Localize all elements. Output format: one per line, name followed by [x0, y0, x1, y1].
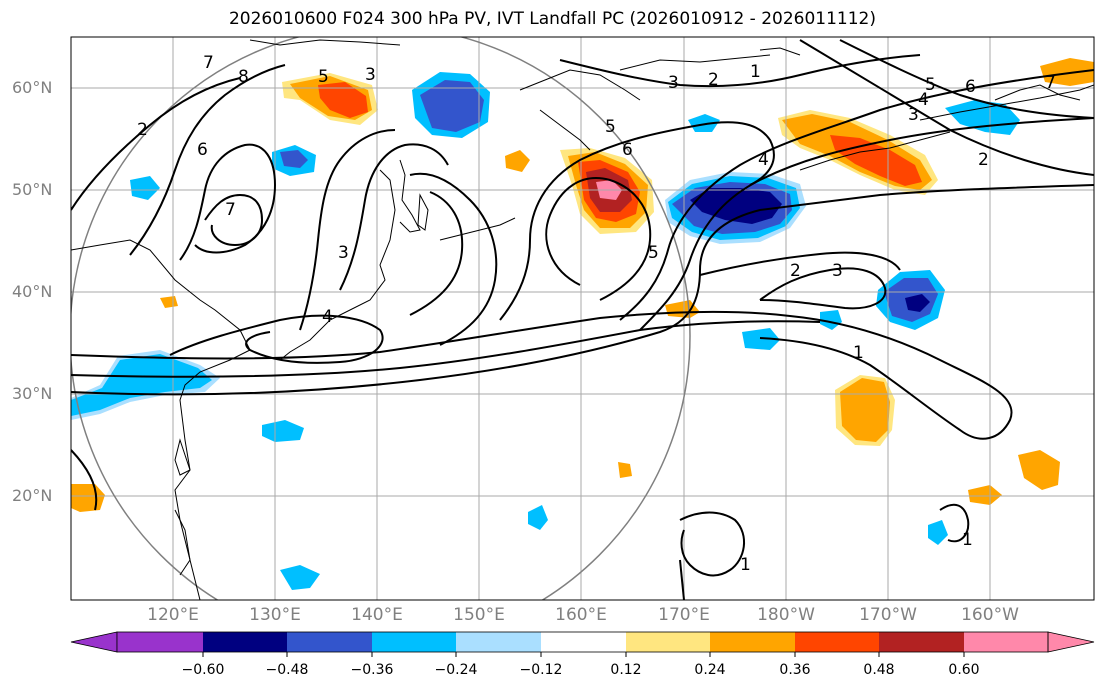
- colorbar-tick-label: −0.36: [350, 662, 394, 678]
- svg-text:4: 4: [322, 307, 333, 327]
- svg-text:4: 4: [918, 90, 929, 110]
- lon-label: 150°E: [453, 605, 505, 625]
- colorbar-extend-max: [1047, 631, 1095, 653]
- svg-text:1: 1: [962, 530, 973, 550]
- svg-text:2: 2: [790, 261, 801, 281]
- colorbar-segment: [964, 632, 1048, 652]
- colorbar-tick-label: 0.24: [694, 662, 726, 678]
- colorbar-segment: [456, 632, 541, 652]
- figure-title: 2026010600 F024 300 hPa PV, IVT Landfall…: [228, 9, 876, 29]
- svg-text:3: 3: [668, 73, 679, 93]
- colorbar-tick-label: 0.48: [863, 662, 895, 678]
- svg-text:5: 5: [318, 67, 329, 87]
- svg-text:3: 3: [338, 243, 349, 263]
- lon-label: 120°E: [147, 605, 199, 625]
- graticule: [71, 37, 1094, 600]
- svg-text:2: 2: [708, 70, 719, 90]
- svg-text:5: 5: [605, 117, 616, 137]
- svg-text:1: 1: [750, 62, 761, 82]
- svg-text:8: 8: [238, 67, 249, 87]
- svg-text:5: 5: [648, 243, 659, 263]
- colorbar-segment: [710, 632, 795, 652]
- svg-text:5: 5: [925, 75, 936, 95]
- landfall-circle: [71, 37, 691, 600]
- lat-label: 50°N: [12, 180, 53, 199]
- svg-text:3: 3: [908, 105, 919, 125]
- lon-label: 130°E: [249, 605, 301, 625]
- lat-label: 60°N: [12, 78, 53, 97]
- pv-contours: [71, 39, 1094, 600]
- svg-text:2: 2: [137, 120, 148, 140]
- colorbar: [70, 631, 1095, 657]
- map-frame: [70, 36, 1095, 601]
- colorbar-extend-min: [70, 631, 118, 653]
- colorbar-tick-label: 0.60: [948, 662, 980, 678]
- coastlines: [71, 39, 1094, 600]
- colorbar-tick-label: −0.24: [434, 662, 478, 678]
- colorbar-tick-label: −0.60: [181, 662, 225, 678]
- svg-text:6: 6: [197, 140, 208, 160]
- colorbar-segment: [203, 632, 287, 652]
- colorbar-segment: [795, 632, 879, 652]
- colorbar-tick-label: 0.12: [610, 662, 642, 678]
- svg-text:1: 1: [740, 555, 751, 575]
- svg-text:6: 6: [622, 140, 633, 160]
- lon-label: 180°W: [757, 605, 815, 625]
- svg-text:4: 4: [758, 150, 769, 170]
- lon-label: 160°E: [555, 605, 607, 625]
- lon-label: 170°E: [658, 605, 710, 625]
- lat-label: 20°N: [12, 486, 53, 505]
- colorbar-segment: [541, 632, 626, 652]
- svg-text:2: 2: [978, 150, 989, 170]
- lon-label: 170°W: [859, 605, 917, 625]
- colorbar-segment: [117, 632, 203, 652]
- colorbar-tick-label: −0.12: [519, 662, 563, 678]
- svg-text:7: 7: [203, 53, 214, 73]
- lat-label: 40°N: [12, 282, 53, 301]
- svg-text:7: 7: [1045, 73, 1056, 93]
- colorbar-tick-label: −0.48: [265, 662, 309, 678]
- svg-text:3: 3: [832, 261, 843, 281]
- colorbar-segment: [287, 632, 372, 652]
- colorbar-tick-label: 0.36: [779, 662, 811, 678]
- lon-label: 160°W: [961, 605, 1019, 625]
- colorbar-segment: [626, 632, 710, 652]
- svg-text:3: 3: [365, 65, 376, 85]
- svg-text:7: 7: [225, 200, 236, 220]
- svg-text:1: 1: [853, 343, 864, 363]
- lon-label: 140°E: [351, 605, 403, 625]
- svg-text:6: 6: [965, 77, 976, 97]
- colorbar-segment: [372, 632, 456, 652]
- colorbar-segment: [879, 632, 964, 652]
- lat-label: 30°N: [12, 384, 53, 403]
- contour-labels: 2 6 7 8 7 5 3 3 4 5 6 3 2 1 5 4 2 3 1 1 …: [137, 53, 1056, 575]
